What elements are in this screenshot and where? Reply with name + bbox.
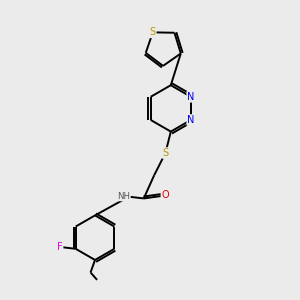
- Text: F: F: [57, 242, 62, 252]
- Text: S: S: [162, 148, 169, 158]
- Text: N: N: [187, 92, 195, 102]
- Text: S: S: [150, 27, 156, 38]
- Text: O: O: [161, 190, 169, 200]
- Text: N: N: [187, 115, 195, 125]
- Text: NH: NH: [117, 192, 130, 201]
